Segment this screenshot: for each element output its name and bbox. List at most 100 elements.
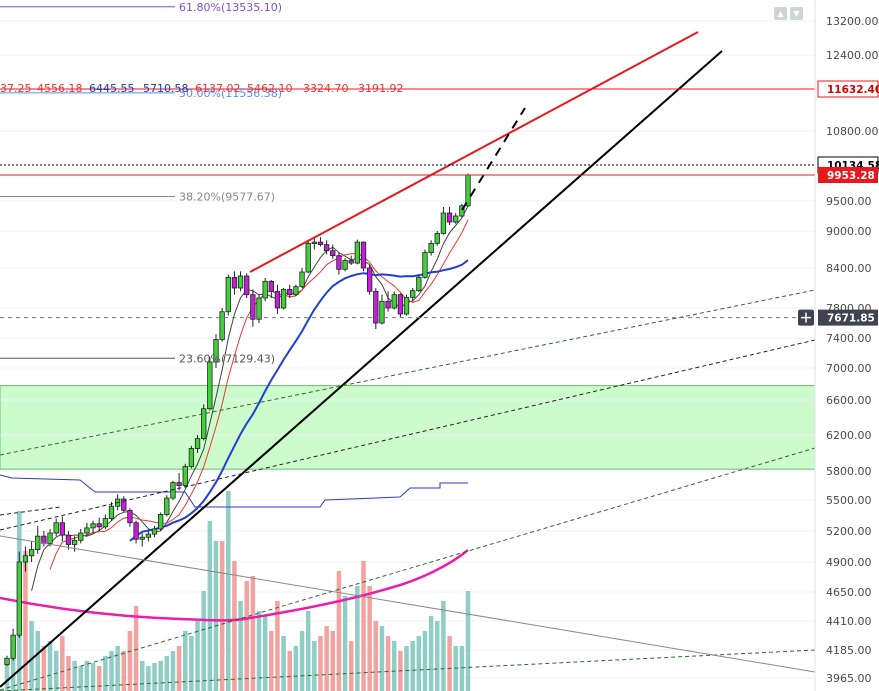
chevron-down-icon[interactable]: ▼ (790, 7, 803, 20)
candle-body (397, 294, 404, 315)
candle-body (96, 523, 102, 528)
volume-bar (459, 646, 465, 691)
candle-body (90, 523, 96, 529)
volume-bar (103, 656, 108, 691)
volume-bar (324, 626, 329, 691)
axis-tick-label: 9500.00 (826, 195, 872, 208)
axis-tick-label: 5200.00 (826, 525, 872, 538)
drawings-layer (0, 31, 816, 691)
candle-body (145, 533, 152, 538)
candle-body (348, 260, 354, 264)
fib-label: 61.80%(13535.10) (179, 1, 282, 14)
candle-body (330, 250, 336, 257)
axis-tick-label: 12400.00 (826, 49, 879, 62)
volume-bar (29, 621, 34, 691)
volume-bar (256, 611, 262, 691)
volume-bar (404, 646, 409, 691)
candle-body (465, 174, 471, 207)
price-tag-box (818, 309, 878, 326)
volume-bar (139, 661, 145, 691)
row-value: 3324.70 (303, 82, 349, 95)
volume-bar (428, 616, 434, 691)
candle-body (201, 408, 207, 440)
candle-body (299, 271, 305, 288)
candle-body (268, 280, 274, 292)
candle-body (440, 212, 447, 234)
volume-bar (23, 551, 28, 691)
candle-body (151, 528, 158, 535)
candle-body (379, 300, 385, 324)
volume-bar (342, 596, 348, 691)
candle-body (287, 288, 293, 296)
volume-bar (66, 656, 71, 691)
volume-bar (96, 666, 102, 691)
axis-tick-label: 10800.00 (826, 125, 879, 138)
candle-body (336, 255, 342, 270)
volume-bar (269, 631, 274, 691)
green-dashed-trendline-bottom (0, 649, 816, 691)
candle-body (121, 498, 127, 511)
volume-bar (189, 636, 194, 691)
price-tag-label: 7671.85 (827, 313, 875, 325)
candle-body (182, 466, 188, 486)
volume-bar (232, 561, 237, 691)
volume-bar (183, 631, 188, 691)
ma-long-line (129, 259, 469, 542)
volume-bar (127, 631, 133, 691)
axis-tick-label: 9000.00 (826, 225, 872, 238)
fib-label: 38.20%(9577.67) (179, 191, 275, 204)
candle-body (385, 300, 391, 309)
green-dashed-trendline-upper (0, 289, 816, 456)
row-value: 6137.02 (195, 82, 241, 95)
volume-bar (281, 636, 286, 691)
volume-bar (219, 541, 225, 691)
chevron-up-icon[interactable]: ▲ (774, 7, 787, 20)
gray-trendline (0, 535, 816, 673)
candle-body (403, 296, 410, 315)
volume-bar (391, 641, 397, 691)
candle-body (459, 205, 465, 217)
volume-bar (250, 576, 256, 691)
candle-body (422, 252, 428, 278)
axis-tick-label: 3965.00 (826, 672, 872, 685)
volume-bar (4, 661, 10, 691)
candle-body (139, 536, 145, 540)
candle-body (28, 549, 35, 557)
volume-bar (367, 586, 372, 691)
candle-body (274, 290, 281, 309)
support-zone (0, 385, 816, 470)
candle-body (213, 339, 219, 363)
volume-bar (10, 636, 16, 691)
candle-body (373, 290, 379, 324)
candle-body (22, 555, 29, 563)
candle-body (4, 657, 10, 666)
axis-tick-label: 6600.00 (826, 394, 872, 407)
candle-body (262, 280, 268, 299)
candle-body (164, 497, 170, 515)
volume-bar (410, 641, 415, 691)
candle-body (71, 539, 78, 545)
candle-body (188, 448, 195, 467)
candle-body (194, 438, 201, 449)
volume-bar (348, 641, 354, 691)
volume-bar (465, 591, 471, 691)
candle-body (231, 276, 238, 289)
volume-bar (318, 636, 323, 691)
candle-body (256, 297, 262, 320)
volume-bar (262, 616, 268, 691)
candle-body (416, 276, 422, 292)
price-tag-label: 11632.40 (827, 84, 879, 96)
resistance-trendline (249, 31, 699, 273)
candle-body (342, 260, 348, 270)
candles-layer (4, 173, 471, 666)
axis-tick-label: 4900.00 (826, 556, 872, 569)
row-value: 3191.92 (358, 82, 404, 95)
axis-tick-label: 7000.00 (826, 362, 872, 375)
axis-tick-label: 13200.00 (826, 15, 879, 28)
candle-body (391, 294, 397, 309)
candle-body (323, 244, 330, 252)
candle-body (102, 518, 108, 528)
candle-body (47, 532, 53, 544)
row-value: 37.25 (0, 82, 32, 95)
